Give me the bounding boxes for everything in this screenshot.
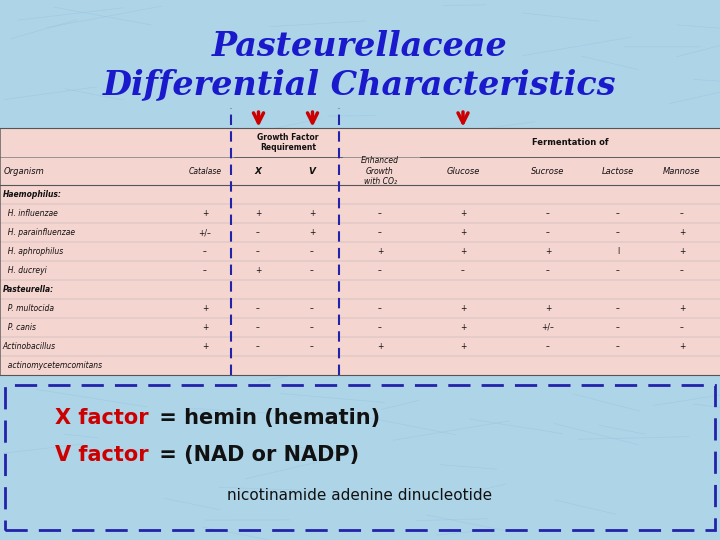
Text: –: – xyxy=(256,342,260,351)
Text: –: – xyxy=(256,228,260,237)
Text: +: + xyxy=(460,342,466,351)
Text: –: – xyxy=(203,247,207,256)
Text: –: – xyxy=(310,304,314,313)
Text: +/–: +/– xyxy=(199,228,212,237)
Text: –: – xyxy=(256,304,260,313)
Text: l: l xyxy=(617,247,619,256)
Text: +: + xyxy=(460,209,466,218)
Text: +: + xyxy=(460,304,466,313)
Text: –: – xyxy=(378,304,382,313)
Text: +: + xyxy=(255,209,261,218)
Text: +: + xyxy=(202,323,208,332)
Text: –: – xyxy=(378,228,382,237)
Text: –: – xyxy=(310,247,314,256)
Text: +: + xyxy=(679,304,685,313)
Text: Differential Characteristics: Differential Characteristics xyxy=(103,68,617,101)
Text: –: – xyxy=(546,266,550,275)
Text: = hemin (hematin): = hemin (hematin) xyxy=(152,408,380,428)
Text: +: + xyxy=(309,209,315,218)
Text: +: + xyxy=(545,247,552,256)
Text: +/–: +/– xyxy=(541,323,554,332)
Text: +: + xyxy=(309,228,315,237)
Text: V: V xyxy=(308,166,315,176)
Text: Pasteurella:: Pasteurella: xyxy=(3,285,54,294)
Text: –: – xyxy=(616,342,620,351)
Text: Catalase: Catalase xyxy=(189,166,222,176)
Text: –: – xyxy=(616,266,620,275)
Text: +: + xyxy=(460,228,466,237)
Text: P. canis: P. canis xyxy=(3,323,36,332)
Text: –: – xyxy=(310,323,314,332)
Text: Glucose: Glucose xyxy=(446,166,480,176)
Text: Organism: Organism xyxy=(4,166,45,176)
Text: H. aphrophilus: H. aphrophilus xyxy=(3,247,63,256)
Text: –: – xyxy=(616,323,620,332)
Text: Mannose: Mannose xyxy=(663,166,701,176)
Text: P. multocida: P. multocida xyxy=(3,304,54,313)
Text: X factor: X factor xyxy=(55,408,148,428)
Text: Lactose: Lactose xyxy=(602,166,634,176)
Text: –: – xyxy=(378,266,382,275)
Text: –: – xyxy=(616,228,620,237)
Text: Actinobacillus: Actinobacillus xyxy=(3,342,56,351)
Text: +: + xyxy=(679,247,685,256)
Text: +: + xyxy=(202,209,208,218)
Text: –: – xyxy=(680,266,684,275)
Text: –: – xyxy=(546,342,550,351)
Text: Haemophilus:: Haemophilus: xyxy=(3,190,62,199)
Text: V factor: V factor xyxy=(55,445,148,465)
Text: +: + xyxy=(545,304,552,313)
Text: –: – xyxy=(310,342,314,351)
Text: = (NAD or NADP): = (NAD or NADP) xyxy=(152,445,359,465)
Text: –: – xyxy=(546,209,550,218)
Text: –: – xyxy=(680,323,684,332)
Text: nicotinamide adenine dinucleotide: nicotinamide adenine dinucleotide xyxy=(228,488,492,503)
Text: –: – xyxy=(310,266,314,275)
Text: –: – xyxy=(546,228,550,237)
Text: –: – xyxy=(256,247,260,256)
Text: +: + xyxy=(460,323,466,332)
Text: +: + xyxy=(679,228,685,237)
Text: –: – xyxy=(256,323,260,332)
Text: +: + xyxy=(377,342,383,351)
Text: +: + xyxy=(202,304,208,313)
Text: H. ducreyi: H. ducreyi xyxy=(3,266,47,275)
Text: H. influenzae: H. influenzae xyxy=(3,209,58,218)
Text: +: + xyxy=(679,342,685,351)
Text: –: – xyxy=(616,304,620,313)
Text: +: + xyxy=(255,266,261,275)
Text: –: – xyxy=(378,323,382,332)
Text: –: – xyxy=(203,266,207,275)
Text: Enhanced
Growth
with CO₂: Enhanced Growth with CO₂ xyxy=(361,156,399,186)
Text: Sucrose: Sucrose xyxy=(531,166,564,176)
Text: –: – xyxy=(680,209,684,218)
Text: +: + xyxy=(460,247,466,256)
Text: Fermentation of: Fermentation of xyxy=(531,138,608,147)
Text: Pasteurellaceae: Pasteurellaceae xyxy=(212,30,508,63)
Text: H. parainfluenzae: H. parainfluenzae xyxy=(3,228,75,237)
Text: +: + xyxy=(377,247,383,256)
Text: –: – xyxy=(461,266,465,275)
Text: +: + xyxy=(202,342,208,351)
Text: actinomycetemcomitans: actinomycetemcomitans xyxy=(3,361,102,370)
Text: –: – xyxy=(616,209,620,218)
Text: Growth Factor
Requirement: Growth Factor Requirement xyxy=(257,133,319,152)
Text: –: – xyxy=(378,209,382,218)
Text: X: X xyxy=(254,166,261,176)
